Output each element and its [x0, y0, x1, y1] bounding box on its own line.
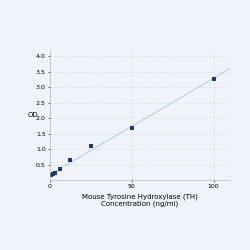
Point	[53, 171, 57, 175]
Point	[58, 167, 62, 171]
Point	[89, 144, 93, 148]
Point	[68, 158, 72, 162]
Point	[49, 173, 53, 177]
Y-axis label: OD: OD	[28, 112, 38, 118]
X-axis label: Mouse Tyrosine Hydroxylase (TH)
Concentration (ng/ml): Mouse Tyrosine Hydroxylase (TH) Concentr…	[82, 193, 198, 207]
Point	[212, 77, 216, 81]
Point	[130, 126, 134, 130]
Point	[50, 172, 54, 176]
